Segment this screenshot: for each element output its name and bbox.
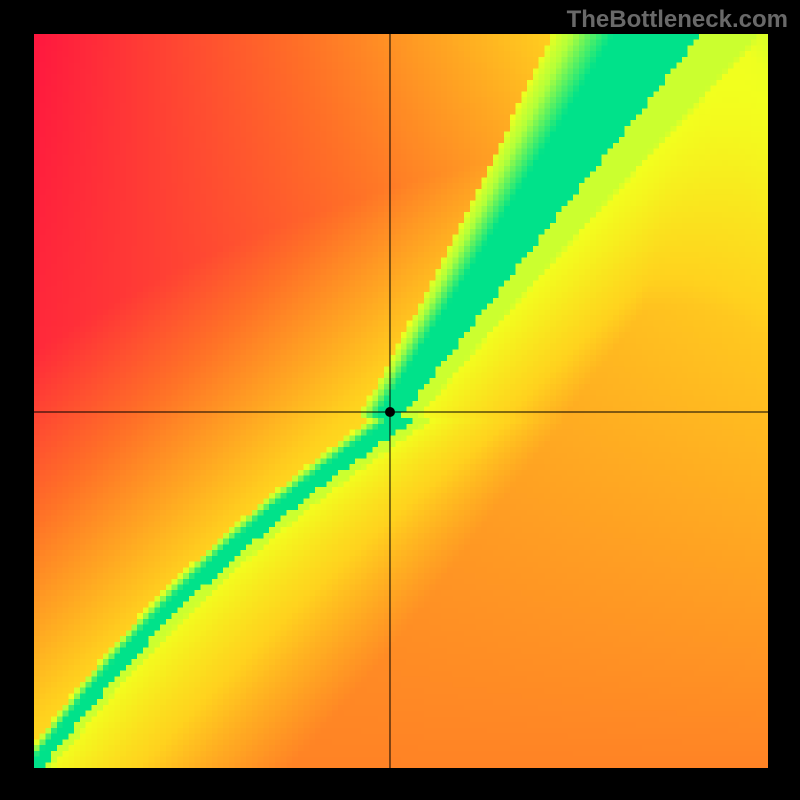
bottleneck-heatmap bbox=[34, 34, 768, 768]
chart-frame bbox=[0, 0, 800, 800]
source-watermark: TheBottleneck.com bbox=[567, 6, 788, 34]
